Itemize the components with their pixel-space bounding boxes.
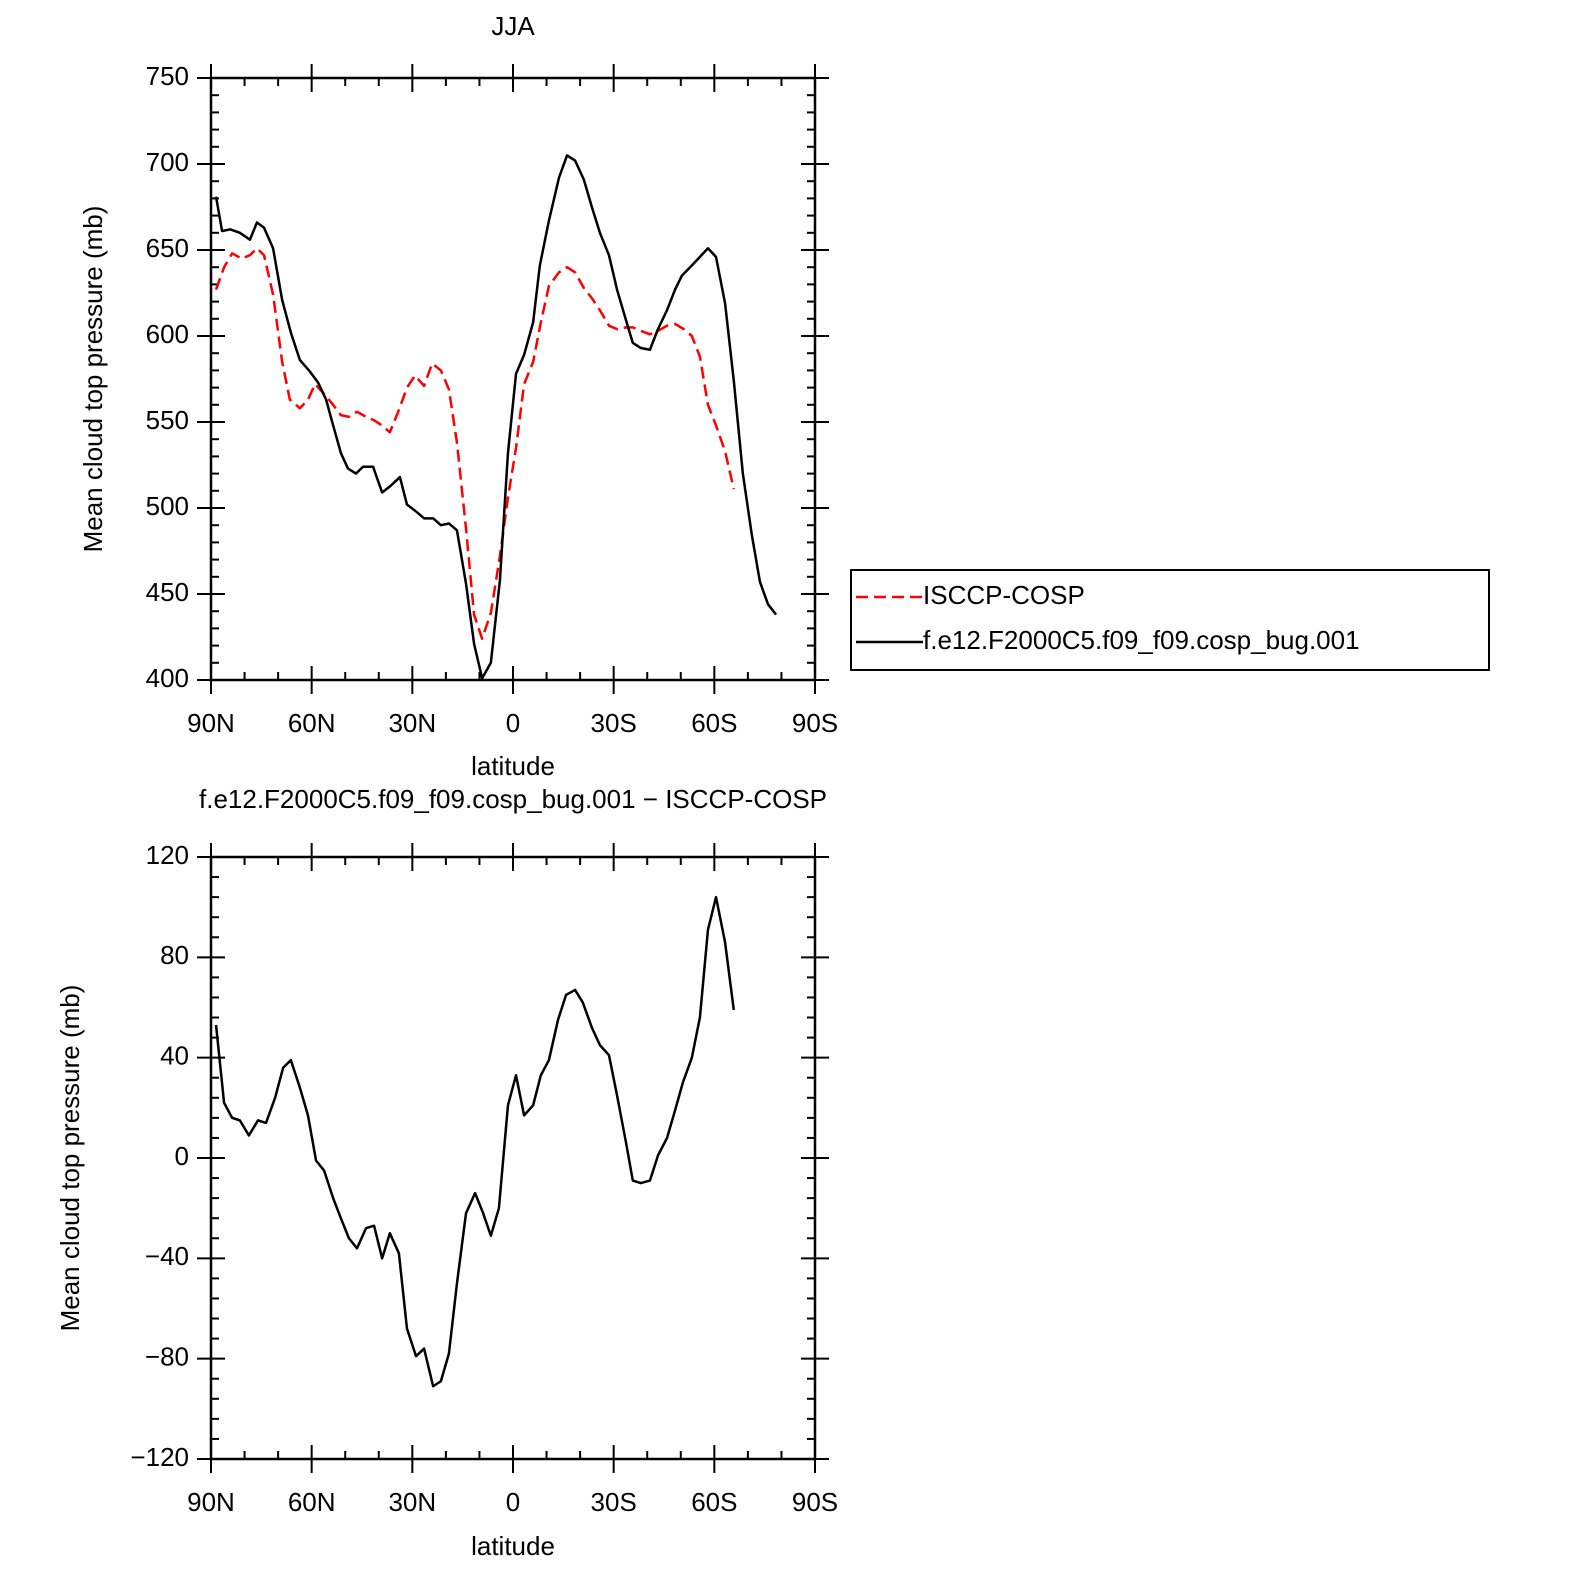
y-tick-label: 80 <box>160 940 189 970</box>
x-tick-label: 90S <box>792 708 838 738</box>
data-line <box>214 895 736 1388</box>
y-tick-label: 400 <box>146 663 189 693</box>
y-tick-label: −80 <box>145 1342 189 1372</box>
y-tick-label: −120 <box>130 1442 189 1472</box>
x-tick-label: 30S <box>591 708 637 738</box>
x-tick-label: 60N <box>288 1487 336 1517</box>
x-tick-label: 90N <box>187 1487 235 1517</box>
y-tick-label: 700 <box>146 147 189 177</box>
x-axis-label: latitude <box>471 751 555 781</box>
x-tick-label: 30N <box>388 1487 436 1517</box>
y-tick-label: 0 <box>175 1141 189 1171</box>
legend-label: f.e12.F2000C5.f09_f09.cosp_bug.001 <box>923 625 1360 655</box>
plot-frame <box>209 76 817 682</box>
x-tick-label: 30N <box>388 708 436 738</box>
plot-frame <box>209 855 817 1461</box>
x-tick-label: 60S <box>691 708 737 738</box>
data-line <box>214 247 736 640</box>
legend-box <box>850 569 1490 671</box>
y-tick-label: 650 <box>146 233 189 263</box>
chart-title: f.e12.F2000C5.f09_f09.cosp_bug.001 − ISC… <box>199 784 827 814</box>
y-axis-label: Mean cloud top pressure (mb) <box>78 206 108 553</box>
x-tick-label: 0 <box>506 1487 520 1517</box>
x-tick-label: 90S <box>792 1487 838 1517</box>
x-tick-label: 60N <box>288 708 336 738</box>
x-tick-label: 60S <box>691 1487 737 1517</box>
legend-label: ISCCP-COSP <box>923 580 1085 610</box>
x-tick-label: 90N <box>187 708 235 738</box>
chart-title: JJA <box>491 11 535 41</box>
x-tick-label: 0 <box>506 708 520 738</box>
y-tick-label: 450 <box>146 577 189 607</box>
y-tick-label: 120 <box>146 840 189 870</box>
x-axis-label: latitude <box>471 1531 555 1561</box>
y-tick-label: 750 <box>146 61 189 91</box>
y-tick-label: 550 <box>146 405 189 435</box>
y-tick-label: −40 <box>145 1241 189 1271</box>
x-tick-label: 30S <box>591 1487 637 1517</box>
y-axis-label: Mean cloud top pressure (mb) <box>55 985 85 1332</box>
data-line <box>214 154 778 680</box>
y-tick-label: 40 <box>160 1041 189 1071</box>
y-tick-label: 600 <box>146 319 189 349</box>
y-tick-label: 500 <box>146 491 189 521</box>
